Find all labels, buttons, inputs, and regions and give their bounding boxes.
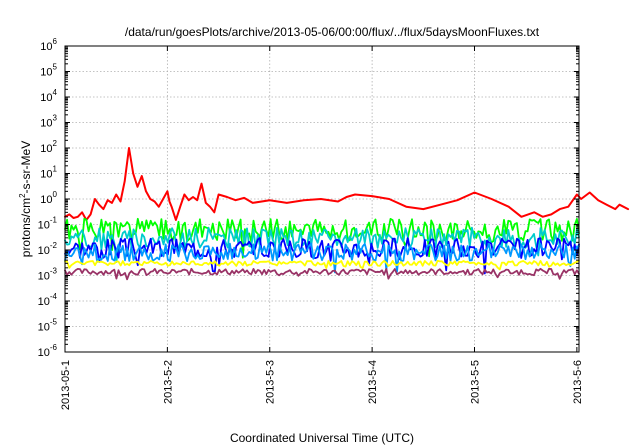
x-tick-label: 2013-5-4 [367,360,379,404]
y-tick-label: 101 [40,165,57,181]
y-axis-label-post: -s-sr-MeV [19,141,33,194]
y-tick-label: 10-3 [38,267,58,283]
chart-title: /data/run/goesPlots/archive/2013-05-06/0… [125,25,540,39]
y-tick-label: 10-2 [38,241,58,257]
y-tick-label: 10-4 [38,292,58,308]
y-tick-label: 10-6 [38,343,58,359]
x-axis-label: Coordinated Universal Time (UTC) [230,431,414,445]
y-tick-label: 104 [40,88,57,104]
x-tick-labels: 2013-05-1 2013-5-2 2013-5-3 2013-5-4 2013-5-… [60,360,584,410]
x-tick-label: 2013-5-3 [265,360,277,404]
x-tick-label: 2013-5-2 [162,360,174,404]
y-tick-label: 10-1 [38,216,58,232]
series-line [64,237,580,275]
y-tick-label: 102 [40,139,57,155]
tick-marks [64,45,579,353]
series-layer [64,147,630,281]
y-axis-label: protons/cm2-s-sr-MeV [18,141,33,257]
series-line [64,242,580,274]
series-line [64,217,580,259]
y-tick-label: 100 [40,190,57,206]
x-tick-label: 2013-5-6 [572,360,584,404]
y-tick-label: 106 [40,37,57,53]
x-tick-label: 2013-05-1 [60,360,72,410]
series-line [64,147,630,221]
y-axis-label-sup: 2 [18,193,27,198]
y-axis-label-pre: protons/cm [19,198,33,257]
y-tick-label: 105 [40,63,57,79]
series-line [64,259,580,271]
x-tick-label: 2013-5-5 [469,360,481,404]
y-tick-label: 10-5 [38,318,58,334]
y-tick-label: 103 [40,114,57,130]
series-line [64,267,580,281]
y-tick-labels: 10-6 10-5 10-4 10-3 10-2 10-1 100 101 102 103 104 1… [38,37,58,359]
